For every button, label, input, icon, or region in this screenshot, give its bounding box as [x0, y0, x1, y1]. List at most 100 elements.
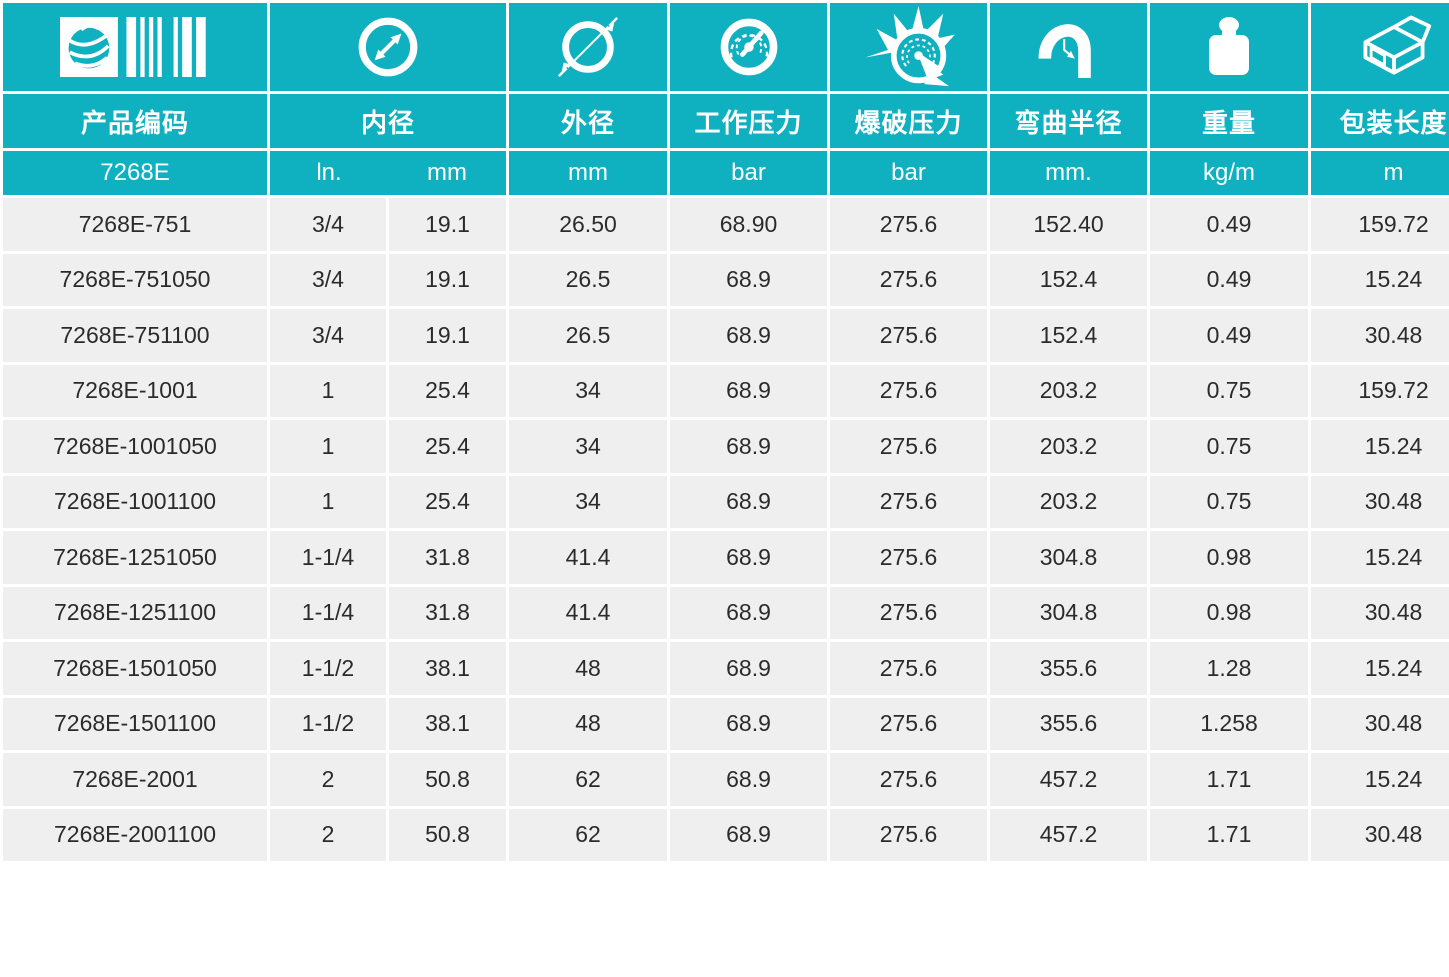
cell-inner-diameter-mm: 50.8	[389, 808, 506, 861]
table-row: 7268E-1251100 1-1/4 31.8 41.4 68.9 275.6 304.8…	[3, 586, 1449, 639]
cell-burst-pressure-bar: 275.6	[830, 642, 987, 695]
cell-package-length-m: 15.24	[1311, 753, 1449, 806]
cell-burst-pressure-bar: 275.6	[830, 420, 987, 473]
cell-bend-radius-mm: 203.2	[990, 364, 1147, 417]
cell-inner-diameter-in: 2	[270, 808, 386, 861]
cell-inner-diameter-in: 3/4	[270, 253, 386, 306]
cell-working-pressure-bar: 68.90	[670, 198, 827, 251]
cell-working-pressure-bar: 68.9	[670, 586, 827, 639]
cell-outer-diameter-mm: 62	[509, 753, 667, 806]
cell-inner-diameter-mm: 25.4	[389, 364, 506, 417]
unit-burst-bar: bar	[830, 151, 987, 195]
cell-inner-diameter-in: 2	[270, 753, 386, 806]
cell-weight-kgm: 1.28	[1150, 642, 1308, 695]
cell-inner-diameter-in: 1-1/4	[270, 531, 386, 584]
cell-product-code: 7268E-1001050	[3, 420, 267, 473]
cell-inner-diameter-mm: 38.1	[389, 697, 506, 750]
unit-length-m: m	[1311, 151, 1449, 195]
cell-burst-pressure-bar: 275.6	[830, 586, 987, 639]
cell-package-length-m: 30.48	[1311, 697, 1449, 750]
cell-burst-pressure-bar: 275.6	[830, 364, 987, 417]
column-header-product-code: 产品编码	[3, 94, 267, 148]
cell-outer-diameter-mm: 41.4	[509, 531, 667, 584]
table-row: 7268E-1501100 1-1/2 38.1 48 68.9 275.6 355.6 1.…	[3, 697, 1449, 750]
spec-table-body: 7268E-751 3/4 19.1 26.50 68.90 275.6 152.40 0.4…	[3, 198, 1449, 861]
cell-working-pressure-bar: 68.9	[670, 253, 827, 306]
cell-outer-diameter-mm: 34	[509, 420, 667, 473]
cell-package-length-m: 30.48	[1311, 586, 1449, 639]
cell-bend-radius-mm: 304.8	[990, 531, 1147, 584]
cell-package-length-m: 159.72	[1311, 198, 1449, 251]
cell-product-code: 7268E-2001100	[3, 808, 267, 861]
cell-working-pressure-bar: 68.9	[670, 531, 827, 584]
cell-inner-diameter-in: 1	[270, 364, 386, 417]
cell-burst-pressure-bar: 275.6	[830, 475, 987, 528]
column-header-package-length: 包装长度	[1311, 94, 1449, 148]
cell-inner-diameter-mm: 25.4	[389, 420, 506, 473]
column-header-bend-radius: 弯曲半径	[990, 94, 1147, 148]
cell-outer-diameter-mm: 34	[509, 364, 667, 417]
cell-bend-radius-mm: 152.4	[990, 253, 1147, 306]
cell-bend-radius-mm: 152.40	[990, 198, 1147, 251]
cell-outer-diameter-mm: 48	[509, 642, 667, 695]
unit-inner-in: ln.	[316, 159, 342, 186]
cell-bend-radius-mm: 457.2	[990, 808, 1147, 861]
cell-inner-diameter-mm: 38.1	[389, 642, 506, 695]
table-row: 7268E-1251050 1-1/4 31.8 41.4 68.9 275.6 304.8…	[3, 531, 1449, 584]
cell-package-length-m: 15.24	[1311, 642, 1449, 695]
barcode-icon	[3, 3, 267, 91]
cell-weight-kgm: 0.98	[1150, 531, 1308, 584]
cell-bend-radius-mm: 152.4	[990, 309, 1147, 362]
unit-inner-mm: mm	[427, 159, 467, 186]
table-row: 7268E-1001100 1 25.4 34 68.9 275.6 203.2 0.75 30…	[3, 475, 1449, 528]
cell-bend-radius-mm: 203.2	[990, 420, 1147, 473]
table-row: 7268E-2001100 2 50.8 62 68.9 275.6 457.2 1.71 30…	[3, 808, 1449, 861]
cell-weight-kgm: 0.98	[1150, 586, 1308, 639]
cell-outer-diameter-mm: 26.50	[509, 198, 667, 251]
cell-bend-radius-mm: 355.6	[990, 642, 1147, 695]
cell-burst-pressure-bar: 275.6	[830, 531, 987, 584]
series-code: 7268E	[3, 151, 267, 195]
cell-product-code: 7268E-1501100	[3, 697, 267, 750]
cell-product-code: 7268E-751	[3, 198, 267, 251]
column-header-inner-diameter: 内径	[270, 94, 506, 148]
cell-outer-diameter-mm: 62	[509, 808, 667, 861]
cell-weight-kgm: 1.71	[1150, 808, 1308, 861]
cell-burst-pressure-bar: 275.6	[830, 697, 987, 750]
cell-inner-diameter-mm: 31.8	[389, 531, 506, 584]
cell-package-length-m: 15.24	[1311, 420, 1449, 473]
unit-inner-diameter: ln. mm	[270, 151, 506, 195]
cell-product-code: 7268E-2001	[3, 753, 267, 806]
table-row: 7268E-2001 2 50.8 62 68.9 275.6 457.2 1.71 15.24	[3, 753, 1449, 806]
cell-product-code: 7268E-1001100	[3, 475, 267, 528]
cell-inner-diameter-mm: 19.1	[389, 198, 506, 251]
cell-bend-radius-mm: 304.8	[990, 586, 1147, 639]
cell-package-length-m: 15.24	[1311, 253, 1449, 306]
table-row: 7268E-751050 3/4 19.1 26.5 68.9 275.6 152.4 0.4…	[3, 253, 1449, 306]
table-row: 7268E-1001050 1 25.4 34 68.9 275.6 203.2 0.75 15…	[3, 420, 1449, 473]
unit-working-bar: bar	[670, 151, 827, 195]
cell-weight-kgm: 0.49	[1150, 198, 1308, 251]
cell-weight-kgm: 0.75	[1150, 420, 1308, 473]
unit-weight-kgm: kg/m	[1150, 151, 1308, 195]
unit-outer-mm: mm	[509, 151, 667, 195]
cell-package-length-m: 30.48	[1311, 309, 1449, 362]
cell-inner-diameter-in: 1-1/2	[270, 697, 386, 750]
table-row: 7268E-751100 3/4 19.1 26.5 68.9 275.6 152.4 0.4…	[3, 309, 1449, 362]
cell-inner-diameter-in: 1	[270, 475, 386, 528]
cell-outer-diameter-mm: 34	[509, 475, 667, 528]
cell-inner-diameter-in: 3/4	[270, 309, 386, 362]
cell-bend-radius-mm: 203.2	[990, 475, 1147, 528]
cell-inner-diameter-mm: 50.8	[389, 753, 506, 806]
cell-inner-diameter-mm: 31.8	[389, 586, 506, 639]
cell-inner-diameter-in: 3/4	[270, 198, 386, 251]
cell-burst-pressure-bar: 275.6	[830, 808, 987, 861]
working-pressure-gauge-icon	[670, 3, 827, 91]
cell-working-pressure-bar: 68.9	[670, 309, 827, 362]
column-header-working-pressure: 工作压力	[670, 94, 827, 148]
cell-weight-kgm: 1.258	[1150, 697, 1308, 750]
cell-working-pressure-bar: 68.9	[670, 420, 827, 473]
cell-working-pressure-bar: 68.9	[670, 475, 827, 528]
cell-working-pressure-bar: 68.9	[670, 364, 827, 417]
